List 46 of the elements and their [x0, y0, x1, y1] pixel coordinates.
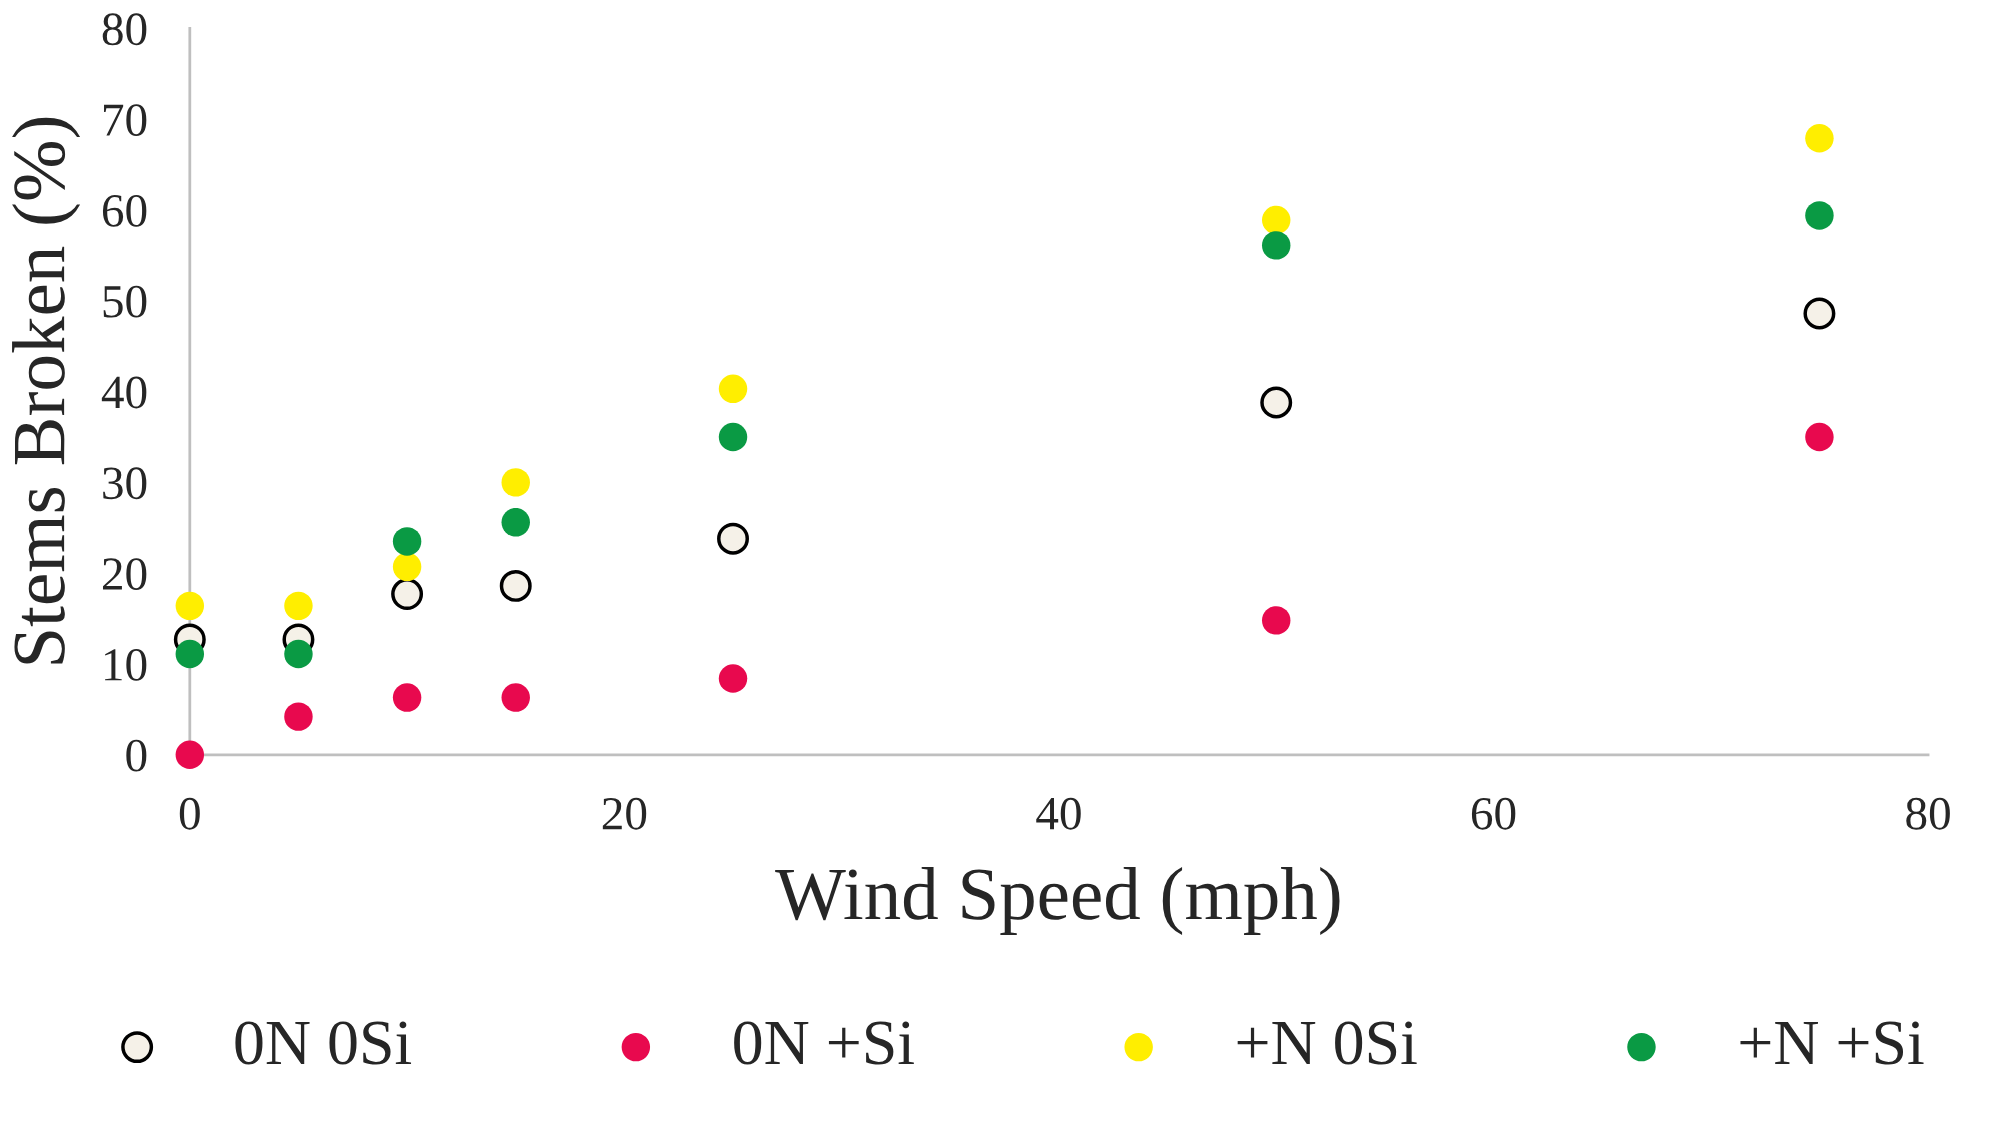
- point: [501, 508, 530, 537]
- y-tick-label: 50: [103, 285, 147, 318]
- x-tick-label: 40: [1036, 797, 1081, 830]
- y-tick-label: 0: [126, 739, 147, 772]
- y-tick-label: 70: [104, 104, 147, 137]
- legend-label: +N +Si: [1740, 1021, 1924, 1065]
- point: [718, 422, 748, 452]
- point: [284, 702, 313, 731]
- y-tick-label: 10: [105, 648, 147, 681]
- x-axis-title: Wind Speed (mph): [775, 867, 1340, 936]
- point: [1803, 297, 1836, 330]
- point: [391, 578, 424, 611]
- legend-label: 0N +Si: [734, 1021, 914, 1065]
- point: [718, 374, 748, 404]
- point: [284, 591, 313, 621]
- x-tick-label: 20: [602, 797, 647, 830]
- point: [1805, 124, 1834, 153]
- x-tick-label: 0: [179, 797, 200, 830]
- y-axis-title: Stems Broken (%): [12, 117, 81, 664]
- y-tick-label: 20: [102, 558, 147, 591]
- point: [392, 552, 422, 582]
- point: [501, 468, 530, 497]
- y-tick-label: 40: [101, 376, 147, 409]
- point: [175, 591, 205, 621]
- y-tick-label: 60: [102, 194, 147, 227]
- point: [1261, 231, 1291, 260]
- point: [717, 522, 749, 555]
- x-tick-label: 80: [1906, 797, 1950, 830]
- point: [284, 639, 313, 669]
- legend-label: 0N 0Si: [235, 1021, 412, 1065]
- point: [1261, 606, 1291, 635]
- point: [392, 527, 422, 556]
- point: [175, 639, 205, 669]
- point: [392, 683, 422, 712]
- point: [175, 740, 205, 770]
- y-tick-label: 80: [102, 13, 147, 46]
- point: [1260, 386, 1293, 419]
- y-tick-label: 30: [103, 467, 147, 500]
- x-tick-label: 60: [1471, 797, 1516, 830]
- point: [1261, 205, 1291, 235]
- point: [718, 664, 748, 693]
- point: [1805, 422, 1834, 452]
- legend-label: +N 0Si: [1237, 1021, 1417, 1065]
- point: [501, 683, 530, 712]
- point: [1805, 201, 1834, 230]
- point: [499, 569, 532, 602]
